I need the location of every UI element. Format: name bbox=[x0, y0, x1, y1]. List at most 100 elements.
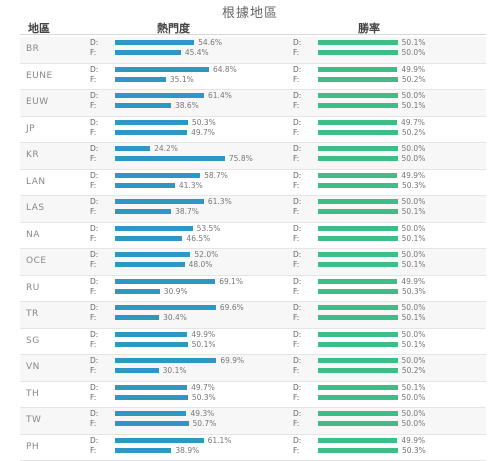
popularity-value-d: 69.9% bbox=[220, 356, 244, 365]
popularity-bar-f bbox=[115, 236, 182, 241]
popularity-value-f: 45.4% bbox=[185, 48, 209, 57]
win-rate-bar-d bbox=[318, 252, 398, 257]
win-rate-value-f: 50.1% bbox=[402, 313, 426, 322]
popularity-side-label-f: F: bbox=[90, 234, 96, 243]
popularity-value-f: 41.3% bbox=[179, 181, 203, 190]
popularity-bar-d bbox=[115, 438, 204, 443]
win-rate-side-label-f: F: bbox=[293, 181, 299, 190]
win-rate-bar-f bbox=[318, 156, 398, 161]
win-rate-side-label-f: F: bbox=[293, 48, 299, 57]
win-rate-side-label-d: D: bbox=[293, 118, 301, 127]
popularity-value-d: 52.0% bbox=[194, 250, 218, 259]
popularity-bar-f bbox=[115, 209, 171, 214]
header-divider bbox=[20, 34, 486, 35]
win-rate-value-f: 50.1% bbox=[402, 260, 426, 269]
win-rate-side-label-f: F: bbox=[293, 128, 299, 137]
region-label: TH bbox=[26, 389, 39, 399]
region-label: KR bbox=[26, 150, 39, 160]
popularity-side-label-f: F: bbox=[90, 181, 96, 190]
win-rate-bar-d bbox=[318, 279, 397, 284]
win-rate-bar-f bbox=[318, 368, 398, 373]
popularity-side-label-d: D: bbox=[90, 277, 98, 286]
win-rate-bar-f bbox=[318, 130, 398, 135]
win-rate-value-f: 50.3% bbox=[402, 446, 426, 455]
popularity-side-label-f: F: bbox=[90, 154, 96, 163]
win-rate-side-label-d: D: bbox=[293, 197, 301, 206]
win-rate-value-f: 50.0% bbox=[402, 48, 426, 57]
popularity-bar-f bbox=[115, 262, 185, 267]
popularity-value-f: 50.7% bbox=[193, 419, 217, 428]
win-rate-bar-d bbox=[318, 199, 398, 204]
win-rate-bar-d bbox=[318, 173, 397, 178]
popularity-bar-f bbox=[115, 77, 166, 82]
popularity-bar-d bbox=[115, 385, 187, 390]
popularity-bar-f bbox=[115, 130, 187, 135]
popularity-value-f: 50.3% bbox=[192, 393, 216, 402]
popularity-bar-d bbox=[115, 358, 216, 363]
popularity-bar-f bbox=[115, 368, 159, 373]
win-rate-value-f: 50.1% bbox=[402, 234, 426, 243]
popularity-value-f: 35.1% bbox=[170, 75, 194, 84]
region-label: VN bbox=[26, 362, 40, 372]
popularity-bar-d bbox=[115, 332, 187, 337]
win-rate-side-label-f: F: bbox=[293, 260, 299, 269]
win-rate-value-f: 50.2% bbox=[402, 75, 426, 84]
win-rate-value-d: 50.1% bbox=[402, 383, 426, 392]
win-rate-bar-f bbox=[318, 103, 398, 108]
popularity-side-label-d: D: bbox=[90, 197, 98, 206]
popularity-bar-d bbox=[115, 173, 200, 178]
popularity-value-d: 69.1% bbox=[219, 277, 243, 286]
popularity-bar-f bbox=[115, 50, 181, 55]
win-rate-value-d: 49.9% bbox=[401, 436, 425, 445]
region-label: JP bbox=[26, 124, 35, 134]
popularity-bar-d bbox=[115, 120, 188, 125]
popularity-side-label-f: F: bbox=[90, 393, 96, 402]
page-title: 根據地區 bbox=[0, 2, 500, 21]
win-rate-side-label-f: F: bbox=[293, 234, 299, 243]
popularity-side-label-f: F: bbox=[90, 128, 96, 137]
win-rate-bar-d bbox=[318, 40, 398, 45]
win-rate-value-f: 50.0% bbox=[402, 419, 426, 428]
win-rate-side-label-d: D: bbox=[293, 224, 301, 233]
popularity-side-label-f: F: bbox=[90, 101, 96, 110]
popularity-value-f: 38.6% bbox=[175, 101, 199, 110]
popularity-side-label-d: D: bbox=[90, 356, 98, 365]
region-label: OCE bbox=[26, 256, 47, 266]
popularity-side-label-d: D: bbox=[90, 224, 98, 233]
win-rate-value-d: 50.0% bbox=[402, 250, 426, 259]
region-label: EUNE bbox=[26, 71, 53, 81]
win-rate-value-d: 49.9% bbox=[401, 171, 425, 180]
popularity-bar-d bbox=[115, 93, 204, 98]
win-rate-value-d: 49.9% bbox=[401, 277, 425, 286]
win-rate-value-f: 50.2% bbox=[402, 366, 426, 375]
popularity-side-label-d: D: bbox=[90, 38, 98, 47]
popularity-side-label-d: D: bbox=[90, 409, 98, 418]
popularity-value-d: 50.3% bbox=[192, 118, 216, 127]
popularity-bar-d bbox=[115, 411, 186, 416]
win-rate-value-f: 50.0% bbox=[402, 154, 426, 163]
win-rate-bar-f bbox=[318, 395, 398, 400]
win-rate-bar-d bbox=[318, 358, 398, 363]
win-rate-side-label-d: D: bbox=[293, 436, 301, 445]
popularity-bar-f bbox=[115, 315, 159, 320]
win-rate-side-label-f: F: bbox=[293, 207, 299, 216]
win-rate-side-label-f: F: bbox=[293, 287, 299, 296]
win-rate-value-d: 50.0% bbox=[402, 303, 426, 312]
win-rate-side-label-d: D: bbox=[293, 91, 301, 100]
popularity-side-label-f: F: bbox=[90, 313, 96, 322]
win-rate-side-label-f: F: bbox=[293, 313, 299, 322]
win-rate-side-label-d: D: bbox=[293, 277, 301, 286]
popularity-side-label-d: D: bbox=[90, 65, 98, 74]
win-rate-bar-f bbox=[318, 262, 398, 267]
popularity-value-f: 50.1% bbox=[192, 340, 216, 349]
win-rate-bar-d bbox=[318, 146, 398, 151]
